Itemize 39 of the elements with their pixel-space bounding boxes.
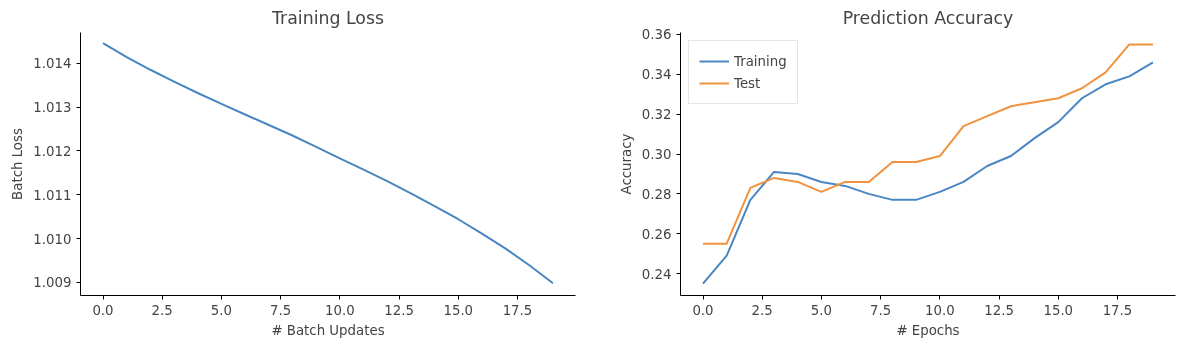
y-tick-label: 0.32	[641, 107, 672, 123]
y-axis-title: Batch Loss	[10, 128, 26, 200]
y-tick-label: 1.012	[33, 143, 72, 159]
x-axis-title: # Epochs	[896, 322, 960, 338]
x-tick-label: 10.0	[325, 302, 355, 318]
legend-label: Training	[734, 53, 787, 69]
y-tick-label: 0.36	[641, 27, 672, 43]
x-tick-label: 17.5	[1102, 302, 1133, 318]
x-tick-label: 0.0	[692, 302, 714, 318]
x-tick-label: 7.5	[870, 302, 892, 318]
y-tick-label: 1.010	[33, 231, 72, 247]
x-tick-label: 10.0	[925, 302, 955, 318]
y-tick-label: 1.009	[33, 275, 72, 291]
y-tick-label: 0.24	[641, 266, 672, 282]
x-tick-label: 5.0	[810, 302, 833, 318]
y-tick-label: 1.011	[33, 187, 72, 203]
x-tick-label: 12.5	[384, 302, 414, 318]
x-tick-label: 17.5	[502, 302, 533, 318]
chart-title: Training Loss	[271, 7, 384, 28]
y-tick-label: 0.26	[641, 226, 672, 242]
x-axis-title: # Batch Updates	[271, 322, 385, 338]
x-tick-label: 2.5	[751, 302, 773, 318]
x-tick-label: 2.5	[151, 302, 173, 318]
legend-label: Test	[734, 75, 761, 91]
y-tick-label: 0.28	[641, 186, 672, 202]
x-tick-label: 0.0	[92, 302, 114, 318]
line-series	[702, 43, 1154, 245]
line-series	[102, 42, 554, 285]
x-tick-label: 5.0	[210, 302, 233, 318]
x-tick-label: 15.0	[1043, 302, 1074, 318]
y-tick-label: 1.014	[33, 56, 72, 72]
x-tick-label: 12.5	[984, 302, 1014, 318]
y-axis-title: Accuracy	[618, 133, 634, 195]
x-tick-label: 15.0	[443, 302, 474, 318]
x-tick-label: 7.5	[270, 302, 292, 318]
chart-title: Prediction Accuracy	[842, 7, 1014, 28]
y-tick-label: 0.34	[641, 67, 672, 83]
y-tick-label: 0.30	[641, 147, 672, 163]
y-tick-label: 1.013	[33, 100, 72, 116]
